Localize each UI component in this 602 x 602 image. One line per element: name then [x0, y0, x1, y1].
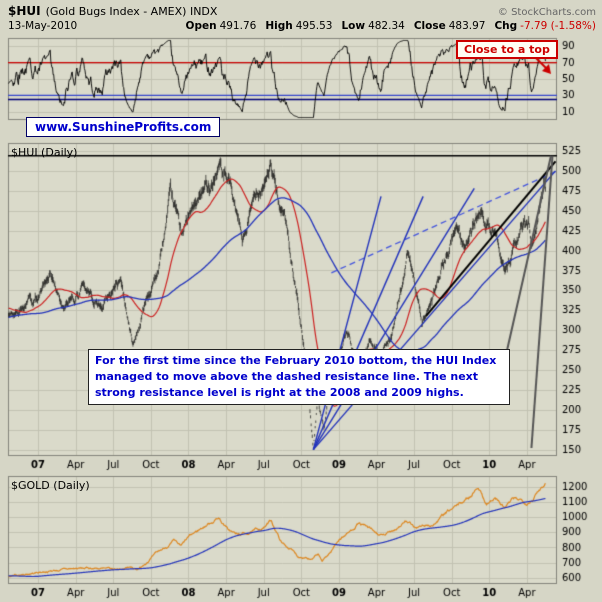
- close-to-top-callout: Close to a top: [456, 40, 558, 59]
- hui-panel-title: $HUI (Daily): [11, 146, 78, 159]
- symbol: $HUI: [8, 4, 41, 18]
- ohlc-values: Open 491.76 High 495.53 Low 482.34 Close 483…: [186, 20, 596, 32]
- quote-low: Low 482.34: [341, 20, 405, 32]
- quote-open: Open 491.76: [185, 20, 257, 32]
- copyright: © StockCharts.com: [497, 7, 596, 18]
- quote-line: 13-May-2010 Open 491.76 High 495.53 Low 482…: [8, 20, 596, 32]
- quote-change: Chg -7.79 (-1.58%): [494, 20, 596, 32]
- sunshineprofits-watermark: www.SunshineProfits.com: [26, 117, 221, 137]
- quote-date: 13-May-2010: [8, 20, 78, 32]
- quote-close: Close 483.97: [413, 20, 486, 32]
- quote-high: High 495.53: [265, 20, 333, 32]
- gold-panel-title: $GOLD (Daily): [11, 479, 90, 492]
- analysis-annotation-box: For the first time since the February 20…: [88, 349, 510, 405]
- chart-header: $HUI (Gold Bugs Index - AMEX) INDX © Sto…: [8, 4, 596, 18]
- symbol-name: (Gold Bugs Index - AMEX) INDX: [45, 5, 218, 18]
